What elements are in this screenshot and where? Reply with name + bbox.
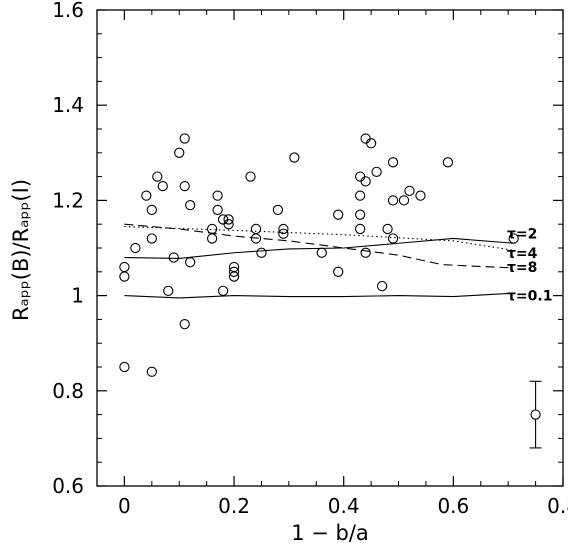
y-tick-label: 1.2 (52, 188, 84, 212)
curve-label: τ=8 (507, 260, 537, 276)
x-axis-label: 1 − b/a (291, 521, 369, 545)
data-point (217, 214, 229, 225)
data-point (360, 133, 371, 144)
data-point (508, 233, 519, 244)
data-point (355, 190, 366, 201)
data-point (185, 200, 196, 211)
x-tick-label: 0 (118, 494, 131, 518)
data-point (365, 138, 377, 149)
data-point (382, 223, 393, 235)
x-tick-label: 0.6 (437, 494, 469, 518)
model-curve (124, 226, 514, 251)
data-point (387, 195, 399, 206)
data-point (146, 233, 157, 244)
data-point (146, 366, 157, 377)
data-point (415, 190, 426, 201)
y-tick-label: 0.6 (52, 474, 84, 498)
data-point (333, 266, 344, 277)
data-point (360, 176, 371, 187)
data-point (250, 233, 262, 244)
data-point (141, 190, 152, 201)
data-point (119, 261, 130, 273)
data-point (179, 180, 190, 192)
data-point (146, 204, 157, 216)
data-point (371, 166, 382, 177)
data-point (398, 195, 410, 206)
data-point (212, 190, 223, 201)
data-point (119, 361, 130, 373)
x-tick-label: 0.4 (328, 494, 360, 518)
model-curve (124, 292, 514, 299)
data-point (360, 247, 371, 258)
model-curves (124, 223, 514, 299)
curve-labels: τ=2 τ=4τ=8 τ=0.1 (507, 227, 552, 305)
y-tick-label: 1.6 (52, 0, 84, 22)
data-point (206, 223, 218, 235)
data-point (212, 204, 223, 216)
data-point (130, 242, 141, 254)
data-point (245, 171, 256, 182)
data-point (250, 223, 262, 235)
data-point (376, 280, 388, 292)
data-point (157, 180, 168, 192)
curve-label: τ=4 (507, 246, 538, 262)
data-point (442, 157, 454, 168)
data-point (179, 133, 190, 144)
data-point (223, 219, 234, 230)
data-point (387, 233, 399, 244)
data-point (355, 209, 366, 220)
data-point (333, 209, 344, 220)
curve-label: τ=0.1 (507, 289, 552, 305)
data-point (387, 157, 399, 168)
data-point (217, 285, 229, 296)
data-point (119, 271, 130, 282)
error-bar (529, 380, 542, 449)
curve-label: τ=2 (507, 227, 537, 243)
model-curve (124, 223, 514, 269)
data-point (355, 171, 366, 182)
y-tick-label: 1.4 (52, 93, 84, 117)
data-point (206, 233, 218, 244)
data-point (179, 319, 190, 330)
data-point (163, 285, 174, 296)
data-point (168, 252, 179, 263)
y-tick-label: 0.8 (52, 379, 84, 403)
data-point (278, 228, 289, 239)
data-point (174, 147, 185, 158)
y-axis-label: Rₐₚₚ(B)/Rₐₚₚ(I) (9, 179, 33, 321)
x-tick-label: 0.8 (547, 494, 568, 518)
data-point (256, 247, 267, 258)
data-point (289, 152, 300, 163)
data-point (355, 223, 366, 235)
data-point (228, 266, 240, 277)
error-bar-point (530, 409, 541, 420)
data-point (404, 185, 415, 197)
data-point (278, 223, 289, 235)
data-points (119, 133, 519, 377)
data-point (228, 271, 240, 282)
data-point (152, 171, 163, 182)
data-point (223, 214, 234, 225)
axis-ticks: 0 0.2 0.4 0.6 0.8 0.6 0.8 1 1.2 1.4 1.6 (52, 0, 568, 518)
y-tick-label: 1 (71, 284, 84, 308)
data-point (272, 204, 284, 216)
data-point (316, 247, 327, 258)
data-point (185, 257, 196, 268)
x-tick-label: 0.2 (218, 494, 250, 518)
